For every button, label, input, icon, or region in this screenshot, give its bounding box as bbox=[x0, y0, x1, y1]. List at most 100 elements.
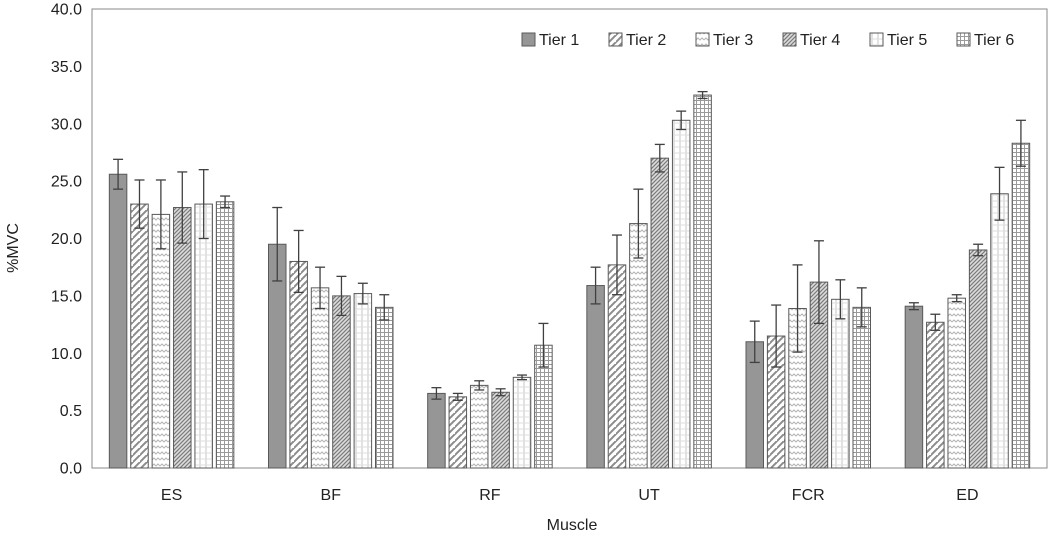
bar-tier-3-ed bbox=[947, 297, 966, 469]
bar-series bbox=[108, 90, 1031, 469]
legend-item: Tier 6 bbox=[956, 32, 1014, 49]
error-bar bbox=[538, 322, 549, 368]
legend-swatch bbox=[869, 32, 884, 47]
error-bar bbox=[771, 304, 782, 368]
x-axis-title: Muscle bbox=[547, 517, 598, 534]
legend-item: Tier 5 bbox=[869, 32, 927, 49]
y-tick-label: 30.0 bbox=[51, 116, 82, 133]
legend-swatch bbox=[695, 32, 710, 47]
y-axis-title: %MVC bbox=[5, 223, 22, 273]
error-bar bbox=[177, 171, 188, 244]
bar-tier-2-rf bbox=[448, 396, 468, 469]
legend-item: Tier 2 bbox=[608, 32, 666, 49]
error-bar bbox=[293, 229, 304, 294]
y-tick-label: 0.5 bbox=[60, 403, 82, 420]
x-tick-label: FCR bbox=[792, 487, 825, 504]
error-bar bbox=[908, 302, 919, 311]
bar-tier-6-ed bbox=[1011, 142, 1031, 469]
bar-tier-3-bf bbox=[310, 287, 330, 469]
error-bar bbox=[813, 240, 824, 325]
error-bar bbox=[155, 179, 166, 250]
x-tick-label: UT bbox=[638, 487, 660, 504]
bar-tier-6-fcr bbox=[852, 306, 871, 469]
legend-swatch bbox=[521, 32, 536, 47]
error-bar bbox=[654, 143, 665, 173]
error-bar bbox=[198, 168, 209, 240]
legend-item: Tier 3 bbox=[695, 32, 753, 49]
error-bar bbox=[474, 380, 485, 391]
bar-tier-6-es bbox=[215, 201, 235, 469]
error-bar bbox=[517, 374, 528, 381]
error-bar bbox=[134, 179, 145, 229]
bar-tier-1-rf bbox=[427, 392, 446, 469]
error-bar bbox=[930, 313, 941, 331]
legend-label: Tier 3 bbox=[713, 32, 753, 49]
bar-tier-4-ed bbox=[968, 249, 988, 469]
error-bar bbox=[379, 294, 390, 321]
bar-tier-4-ut bbox=[650, 157, 670, 469]
plot-frame bbox=[91, 8, 1048, 469]
x-tick-label: ES bbox=[161, 487, 182, 504]
bar-tier-6-ut bbox=[693, 94, 712, 469]
error-bar bbox=[973, 243, 984, 257]
error-bar bbox=[113, 158, 124, 190]
error-bar bbox=[272, 206, 283, 282]
y-tick-label: 0.0 bbox=[60, 461, 82, 478]
bar-tier-5-ut bbox=[671, 119, 691, 469]
bar-tier-1-es bbox=[108, 173, 128, 469]
y-tick-label: 10.0 bbox=[51, 346, 82, 363]
legend-swatch bbox=[956, 32, 971, 47]
x-tick-label: RF bbox=[479, 487, 501, 504]
legend-label: Tier 6 bbox=[974, 32, 1014, 49]
bar-tier-3-es bbox=[151, 213, 171, 469]
bar-tier-1-ut bbox=[586, 285, 605, 469]
error-bar bbox=[452, 392, 463, 401]
bar-tier-2-ed bbox=[926, 321, 945, 469]
error-bar bbox=[835, 279, 846, 320]
bar-tier-5-rf bbox=[512, 376, 532, 469]
error-bar bbox=[676, 110, 687, 131]
bar-tier-4-es bbox=[173, 207, 192, 469]
bar-tier-6-bf bbox=[375, 306, 394, 469]
error-bar bbox=[1015, 119, 1026, 167]
y-tick-label: 20.0 bbox=[51, 231, 82, 248]
error-bar bbox=[590, 266, 601, 305]
y-tick-label: 25.0 bbox=[51, 174, 82, 191]
bar-tier-3-rf bbox=[469, 384, 489, 469]
bar-tier-5-bf bbox=[353, 293, 373, 469]
error-bar bbox=[856, 287, 867, 328]
legend-swatch bbox=[782, 32, 797, 47]
legend-label: Tier 4 bbox=[800, 32, 840, 49]
error-bar bbox=[431, 387, 442, 400]
error-bar bbox=[994, 166, 1005, 221]
bar-tier-3-ut bbox=[629, 223, 648, 469]
error-bar bbox=[792, 264, 803, 353]
bar-tier-5-ed bbox=[990, 193, 1009, 469]
y-tick-label: 15.0 bbox=[51, 288, 82, 305]
y-tick-label: 35.0 bbox=[51, 59, 82, 76]
error-bar bbox=[611, 234, 622, 296]
error-bar bbox=[336, 275, 347, 317]
bar-tier-5-fcr bbox=[831, 298, 850, 469]
x-axis-ticks: ES BF RF UT FCR ED bbox=[161, 487, 979, 504]
legend: Tier 1 Tier 2 Tier 3 Tier 4 Tier 5 Tier 6 bbox=[521, 32, 1014, 49]
legend-label: Tier 2 bbox=[626, 32, 666, 49]
error-bar bbox=[315, 266, 326, 310]
legend-item: Tier 1 bbox=[521, 32, 579, 49]
error-bar bbox=[220, 195, 231, 209]
error-bar bbox=[697, 90, 708, 100]
error-bar bbox=[749, 320, 760, 364]
y-axis-ticks: 0.0 0.5 10.0 15.0 20.0 25.0 30.0 35.0 40.0 bbox=[51, 2, 82, 478]
error-bar bbox=[357, 282, 368, 305]
x-tick-label: ED bbox=[956, 487, 978, 504]
x-tick-label: BF bbox=[321, 487, 342, 504]
legend-swatch bbox=[608, 32, 623, 47]
bar-tier-5-es bbox=[194, 203, 213, 469]
bar-tier-4-rf bbox=[491, 391, 510, 469]
bar-tier-1-ed bbox=[904, 305, 924, 469]
legend-item: Tier 4 bbox=[782, 32, 840, 49]
legend-label: Tier 5 bbox=[887, 32, 927, 49]
legend-label: Tier 1 bbox=[539, 32, 579, 49]
